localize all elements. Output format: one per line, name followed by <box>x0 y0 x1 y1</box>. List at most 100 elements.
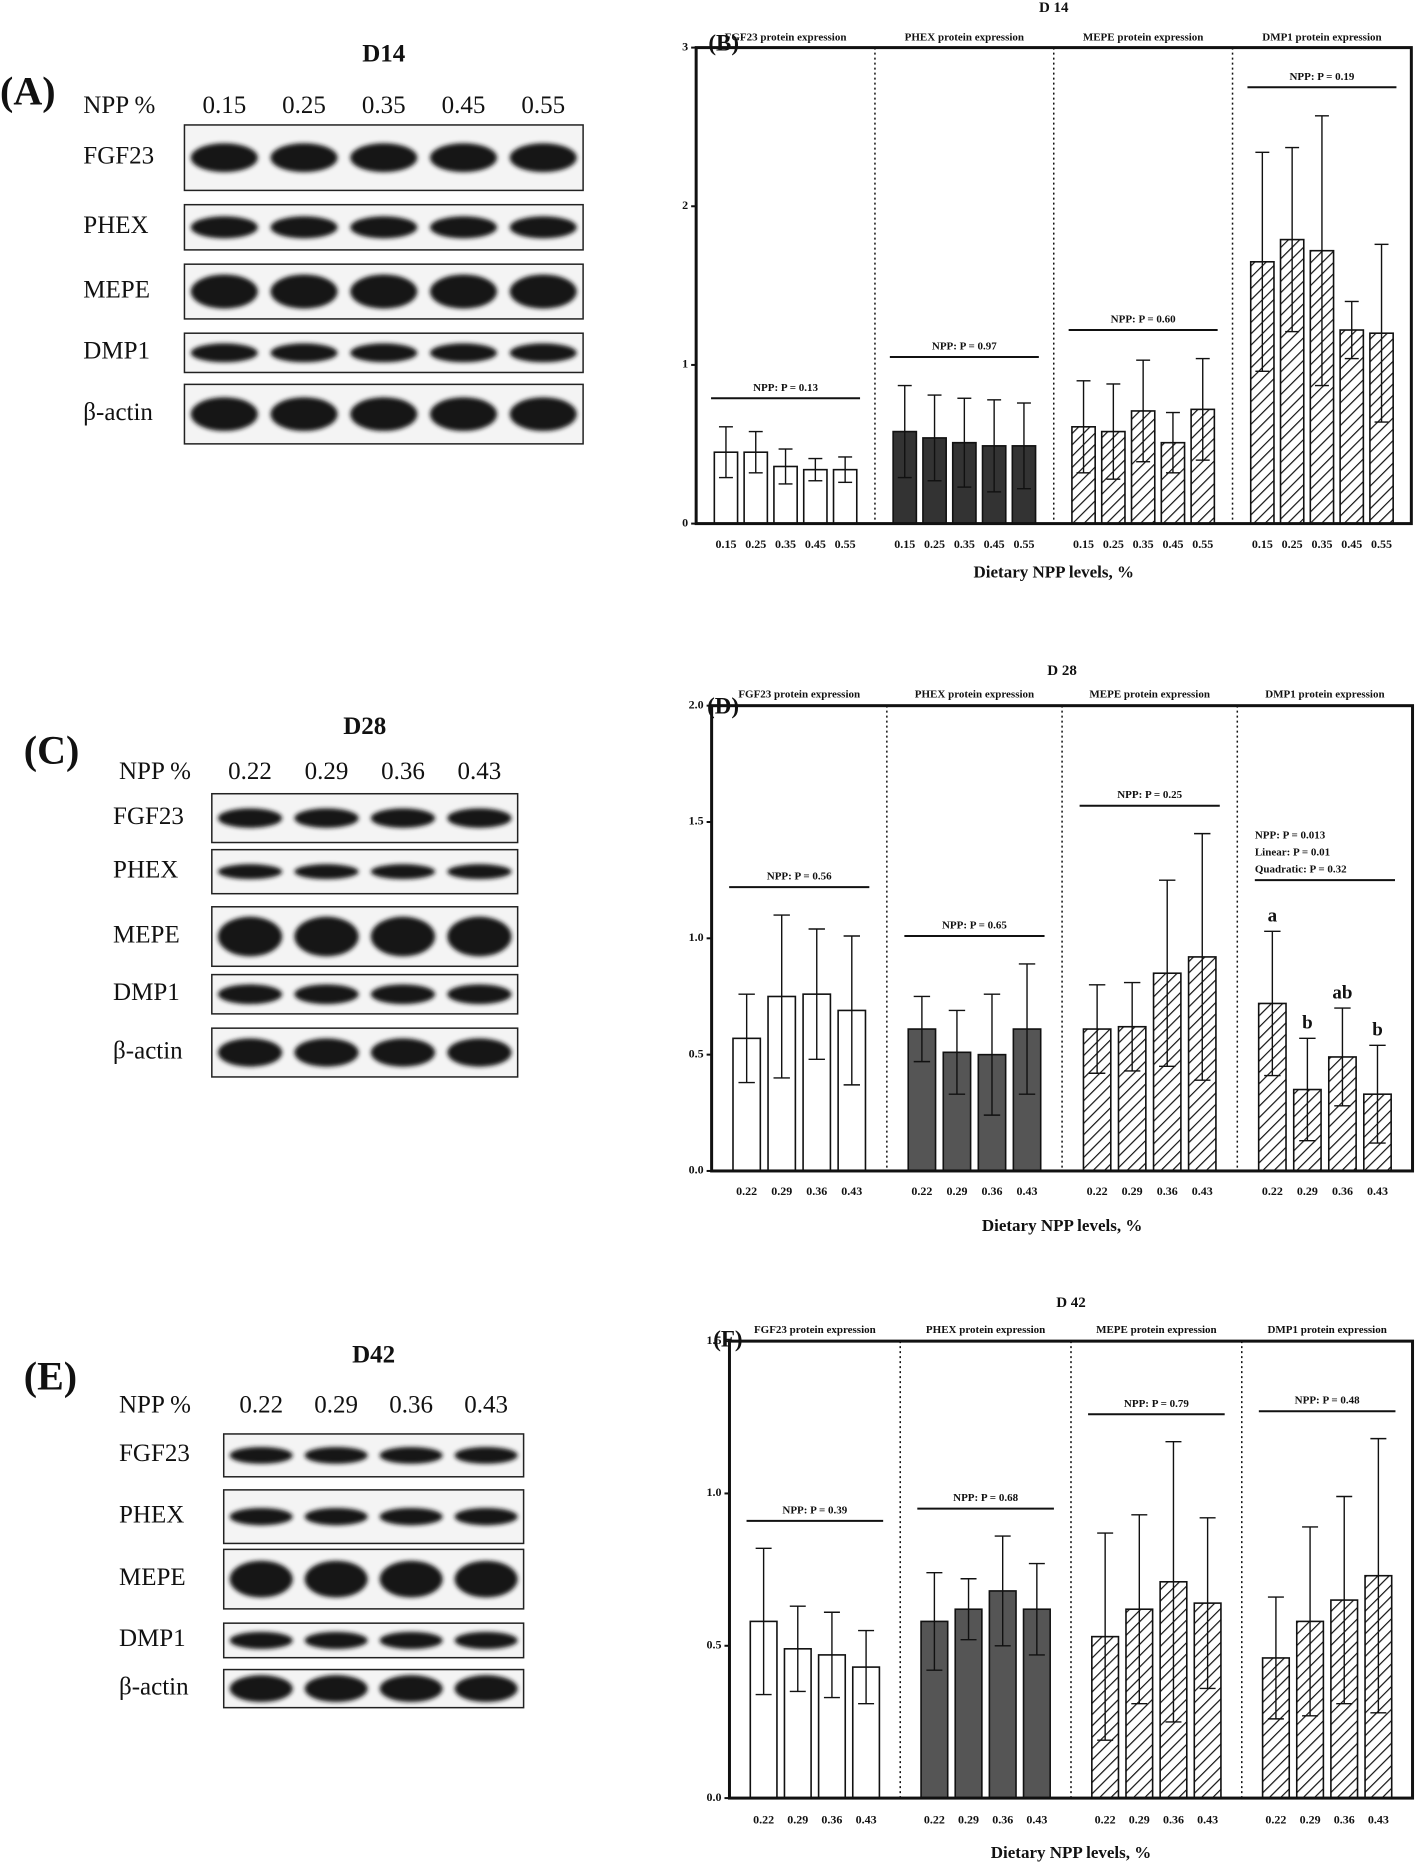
group-title: FGF23 protein expression <box>754 1324 876 1336</box>
x-tick-label: 0.36 <box>1163 1812 1184 1826</box>
group-title: PHEX protein expression <box>915 688 1034 700</box>
error-bar <box>1255 151 1270 372</box>
lane-level: 0.55 <box>521 92 565 119</box>
x-tick-label: 0.29 <box>958 1812 979 1826</box>
protein-label: FGF23 <box>113 803 184 830</box>
npp-label: NPP % <box>119 1391 191 1418</box>
protein-label: β-actin <box>119 1673 189 1700</box>
y-tick-label: 0.5 <box>689 1046 704 1060</box>
blot-band <box>370 916 436 957</box>
blot-band <box>270 143 338 173</box>
blot-title: D42 <box>352 1341 395 1368</box>
blot-band <box>350 397 418 431</box>
blot-band <box>270 274 338 309</box>
lane-level: 0.29 <box>305 758 349 785</box>
y-tick-label: 0.5 <box>706 1638 721 1652</box>
x-tick-label: 0.25 <box>1282 537 1303 551</box>
group-title: FGF23 protein expression <box>738 688 860 700</box>
y-tick-label: 1.0 <box>706 1485 721 1499</box>
protein-label: β-actin <box>83 399 153 426</box>
error-bar <box>1195 357 1210 461</box>
error-bar <box>913 995 931 1063</box>
lane-level: 0.22 <box>239 1391 283 1418</box>
lane-level: 0.22 <box>228 758 272 785</box>
group-title: DMP1 protein expression <box>1262 32 1381 44</box>
blot-panel-label: (C) <box>24 728 80 773</box>
blot-band <box>509 216 577 239</box>
bar <box>1261 1657 1291 1799</box>
blot-band <box>304 1675 368 1703</box>
x-tick-label: 0.55 <box>835 537 856 551</box>
protein-label: PHEX <box>83 212 148 239</box>
blot-band <box>430 397 497 431</box>
y-tick-label: 0.0 <box>689 1163 704 1177</box>
x-tick-label: 0.36 <box>992 1812 1013 1826</box>
group-title: MEPE protein expression <box>1089 688 1210 700</box>
p-value-label: NPP: P = 0.97 <box>932 341 997 353</box>
blot-band <box>447 864 512 880</box>
chart-title: D 42 <box>1056 1295 1086 1311</box>
error-bar <box>843 935 861 1086</box>
x-tick-label: 0.55 <box>1192 537 1213 551</box>
error-bar <box>948 1009 966 1095</box>
blot-band <box>447 916 512 957</box>
chart-title: D 14 <box>1039 0 1069 16</box>
x-tick-label: 0.22 <box>924 1812 945 1826</box>
y-tick-label: 0 <box>682 515 688 529</box>
blot-band <box>509 397 577 431</box>
blot-band <box>217 984 283 1005</box>
x-tick-label: 0.22 <box>1265 1812 1286 1826</box>
chart-title: D 28 <box>1047 663 1077 679</box>
blot-band <box>294 1038 359 1067</box>
x-tick-label: 0.36 <box>1332 1184 1353 1198</box>
error-bar <box>778 448 793 485</box>
x-axis-title: Dietary NPP levels, % <box>973 562 1134 581</box>
plot-frame <box>710 704 1415 1173</box>
x-tick-label: 0.29 <box>946 1184 967 1198</box>
x-tick-label: 0.45 <box>1341 537 1362 551</box>
error-bar <box>1165 1440 1182 1723</box>
x-tick-label: 0.35 <box>1133 537 1154 551</box>
group-title: DMP1 protein expression <box>1267 1324 1386 1336</box>
x-tick-label: 0.29 <box>1300 1812 1321 1826</box>
panel-label: (B) <box>708 31 739 56</box>
y-tick-label: 1.0 <box>689 930 704 944</box>
protein-label: PHEX <box>119 1501 184 1528</box>
error-bar <box>1369 1044 1386 1144</box>
error-bar <box>1299 1037 1316 1142</box>
blot-band <box>190 143 258 173</box>
p-value-label: NPP: P = 0.39 <box>782 1504 847 1516</box>
error-bar <box>1106 383 1121 480</box>
x-tick-label: 0.35 <box>1311 537 1332 551</box>
blot-band <box>229 1675 293 1703</box>
blot-band <box>229 1560 293 1598</box>
blot-band <box>430 343 497 363</box>
blot-band <box>454 1675 518 1703</box>
x-tick-label: 0.36 <box>1157 1184 1178 1198</box>
blot-band <box>370 864 436 880</box>
error-bar <box>1302 1526 1319 1717</box>
lane-level: 0.25 <box>282 92 326 119</box>
x-tick-label: 0.29 <box>1122 1184 1143 1198</box>
blot-band <box>509 343 577 363</box>
blot-band <box>217 864 283 880</box>
lane-level: 0.36 <box>381 758 425 785</box>
lane-level: 0.43 <box>464 1391 508 1418</box>
error-bar <box>1334 1007 1351 1107</box>
plot-frame <box>727 1339 1415 1800</box>
blot-band <box>430 216 497 239</box>
p-value-label: NPP: P = 0.60 <box>1111 314 1176 326</box>
blot-band <box>509 143 577 173</box>
x-tick-label: 0.15 <box>1073 537 1094 551</box>
x-tick-label: 0.15 <box>715 537 736 551</box>
blot-band <box>370 1038 436 1067</box>
x-tick-label: 0.25 <box>1103 537 1124 551</box>
bar <box>954 1608 983 1799</box>
p-value-label: NPP: P = 0.13 <box>753 382 818 394</box>
error-bar <box>1267 1596 1284 1720</box>
significance-letter: b <box>1372 1020 1383 1041</box>
lane-level: 0.36 <box>389 1391 433 1418</box>
x-tick-label: 0.43 <box>1192 1184 1213 1198</box>
